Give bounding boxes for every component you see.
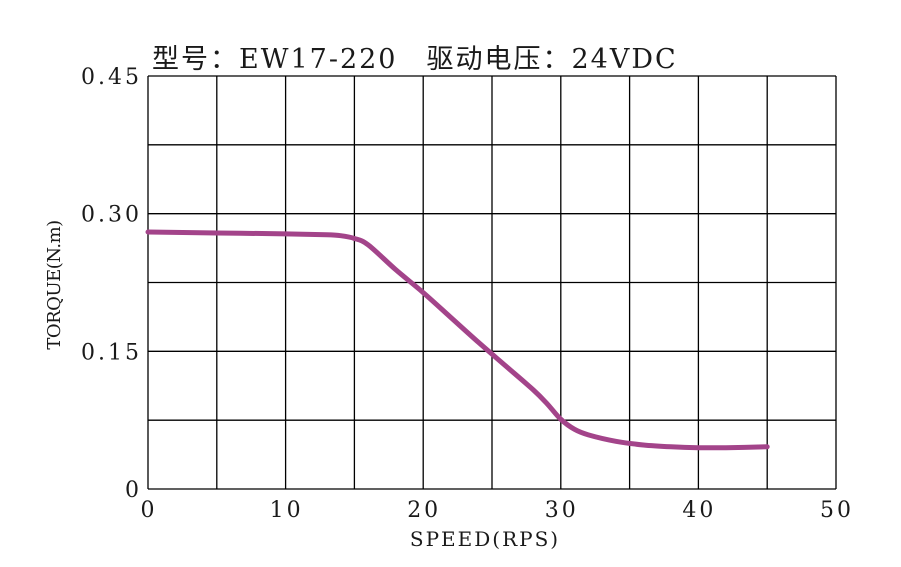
x-tick-labels: 0 10 20 30 40 50 [141, 498, 854, 523]
torque-curve-line [145, 229, 770, 451]
y-tick-label: 0 [125, 478, 142, 503]
series-layer [145, 229, 770, 451]
y-tick-labels: 0 0.15 0.30 0.45 [81, 65, 142, 503]
x-tick-label: 0 [141, 498, 158, 523]
x-tick-label: 10 [270, 498, 304, 523]
y-tick-label: 0.45 [81, 65, 142, 90]
y-tick-label: 0.15 [81, 340, 142, 365]
y-tick-label: 0.30 [81, 203, 142, 228]
x-tick-label: 20 [407, 498, 441, 523]
x-axis-label: SPEED(RPS) [410, 527, 560, 551]
chart-title: 型号：EW17-220 驱动电压：24VDC [152, 44, 678, 75]
y-axis-label: TORQUE(N.m) [44, 220, 65, 349]
x-tick-label: 50 [820, 498, 854, 523]
x-tick-label: 30 [545, 498, 579, 523]
x-tick-label: 40 [682, 498, 716, 523]
